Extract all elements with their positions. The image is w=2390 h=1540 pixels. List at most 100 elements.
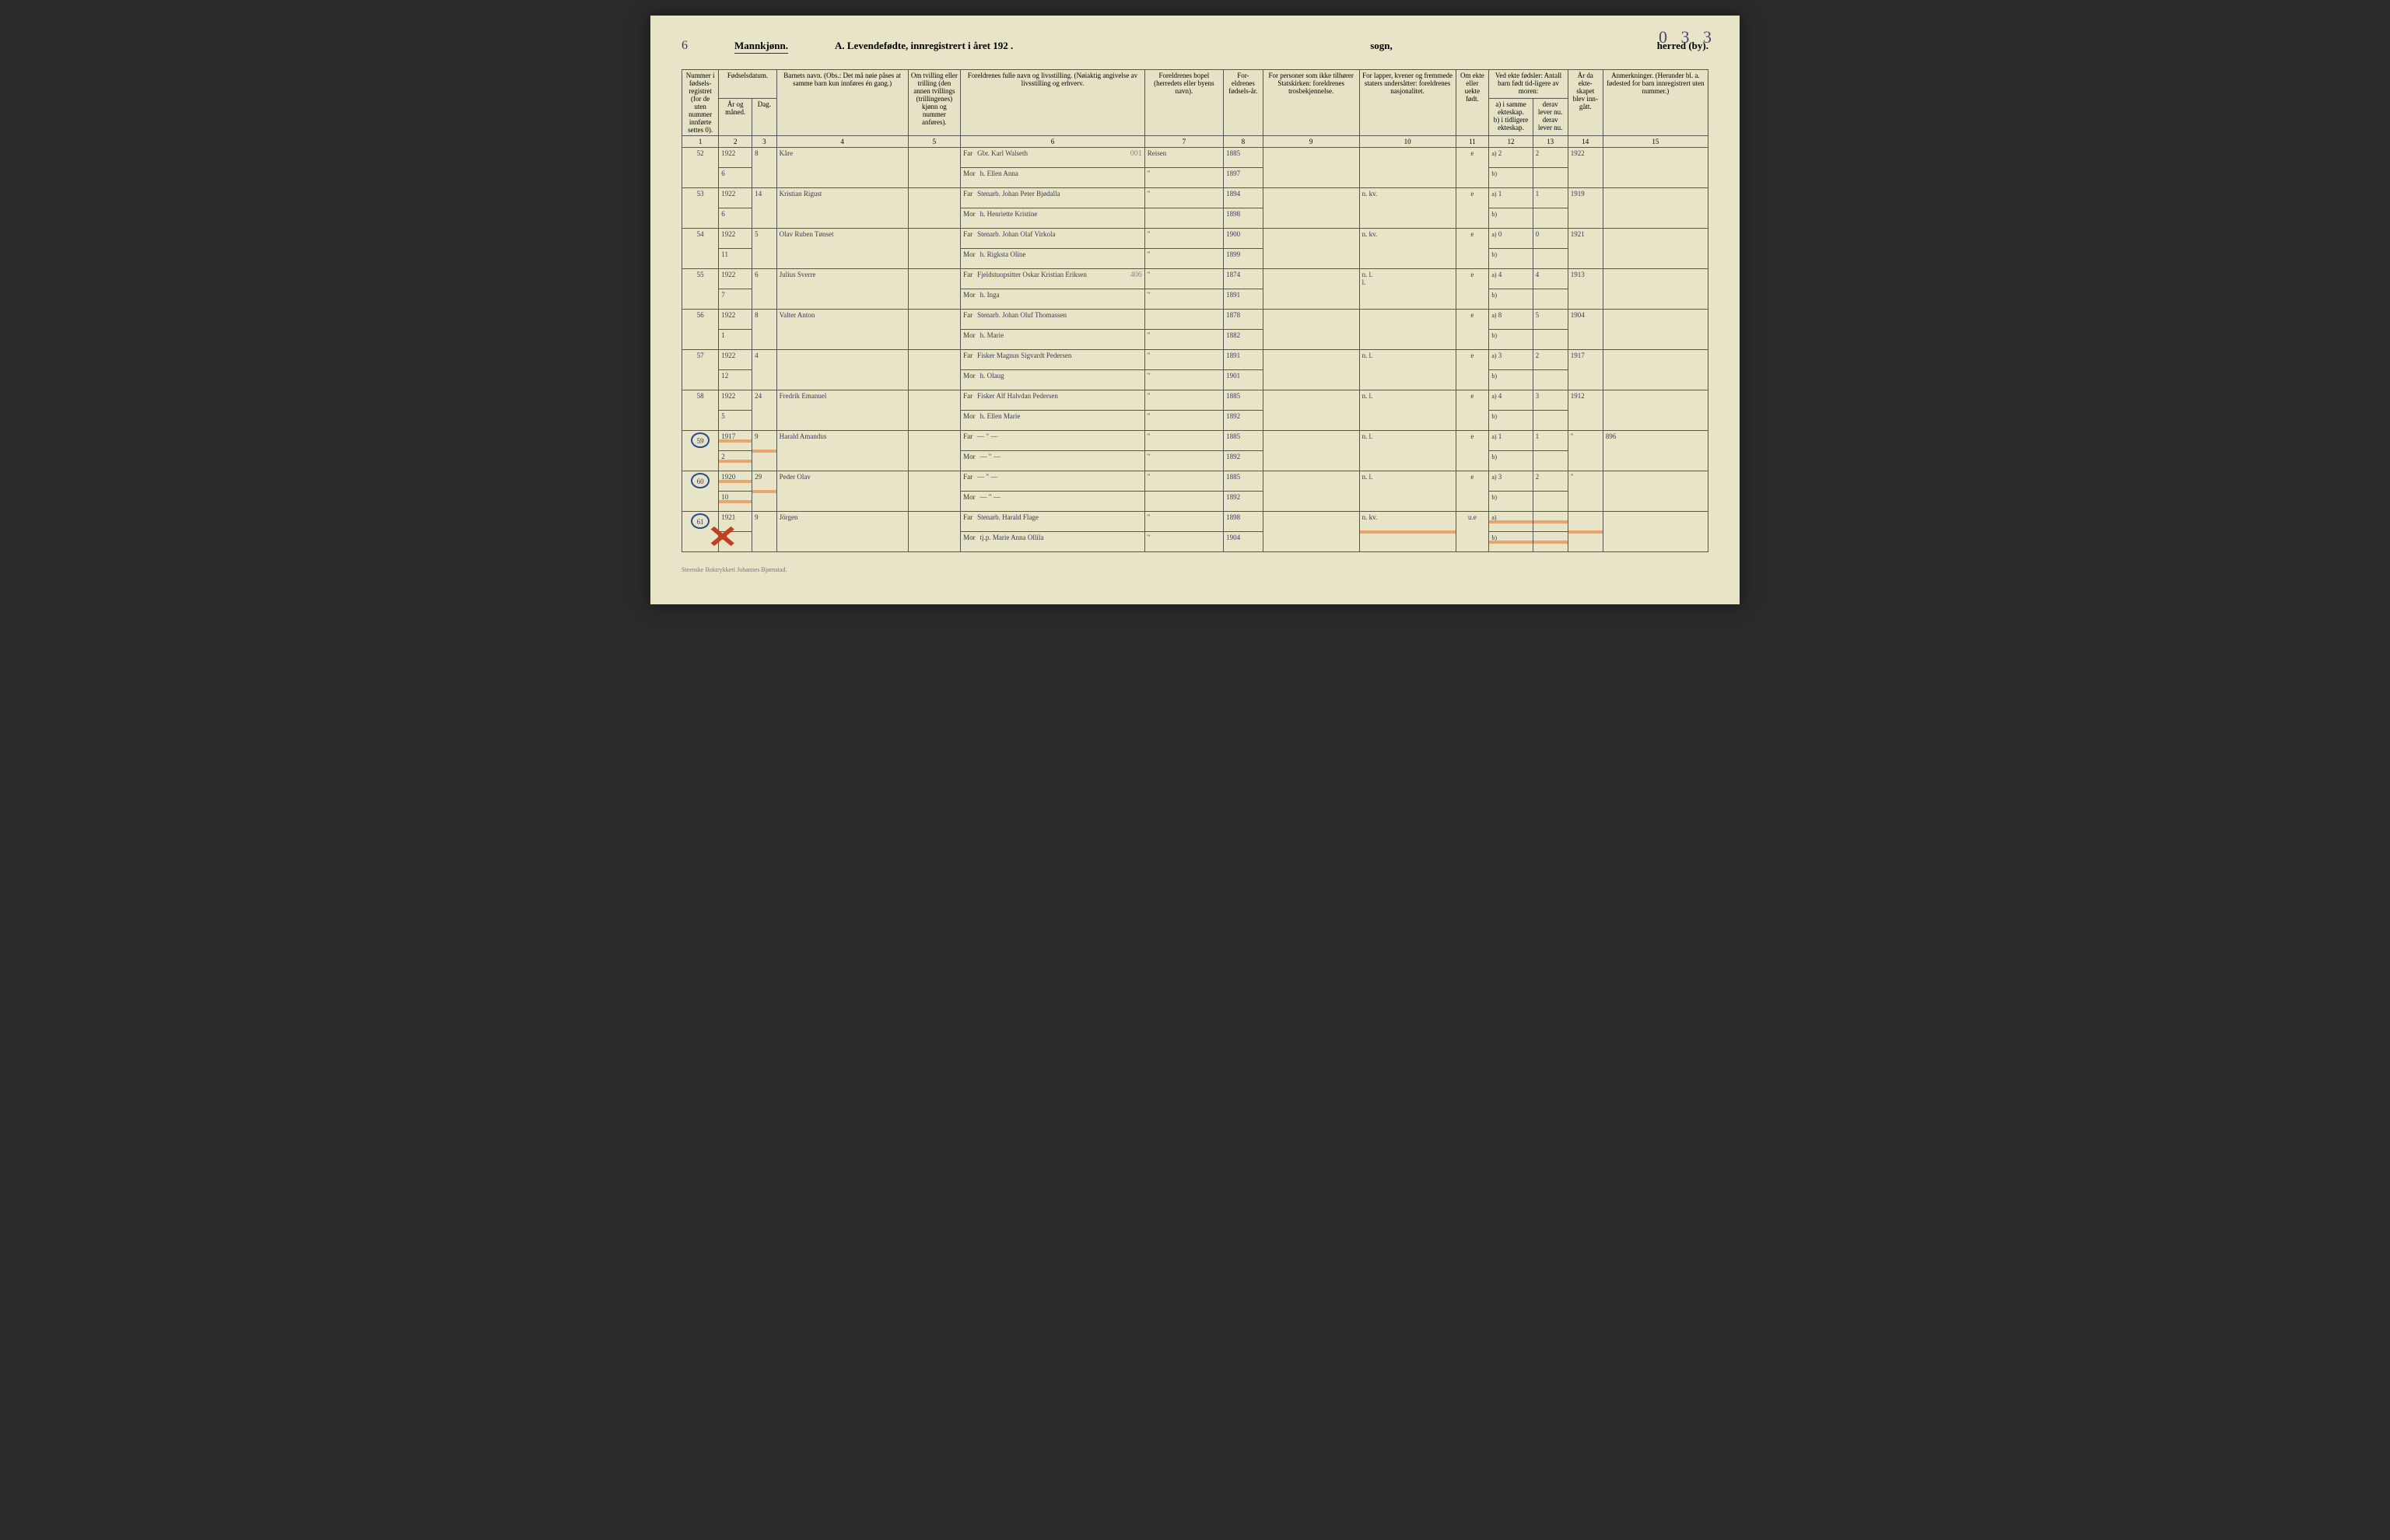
column-number: 8	[1224, 136, 1263, 148]
father-birth-year: 1891	[1224, 350, 1263, 370]
religion	[1263, 390, 1359, 431]
father-birth-year: 1874	[1224, 269, 1263, 289]
birth-year-month: 12	[719, 370, 752, 390]
column-number-row: 123456789101112131415	[682, 136, 1708, 148]
column-number: 3	[752, 136, 777, 148]
col-header: Om tvilling eller trilling (den annen tv…	[908, 70, 961, 136]
table-header: Nummer i fødsels-registret (for de uten …	[682, 70, 1708, 148]
remarks	[1603, 350, 1708, 390]
nationality	[1359, 148, 1456, 188]
column-number: 12	[1489, 136, 1533, 148]
twin-info	[908, 310, 961, 350]
col-sub: derav lever nu.	[1538, 116, 1563, 131]
nationality	[1359, 310, 1456, 350]
col-sub: a) i samme ekteskap.	[1495, 100, 1526, 116]
nationality: n. l.	[1359, 350, 1456, 390]
residence: "	[1144, 229, 1223, 249]
remarks	[1603, 390, 1708, 431]
birth-day: 4	[752, 350, 777, 390]
birth-year-month: 1922	[719, 148, 752, 168]
child-name: Kåre	[776, 148, 908, 188]
mother-birth-year: 1901	[1224, 370, 1263, 390]
nationality: n. kv.	[1359, 188, 1456, 229]
father-name: Far— " —	[961, 471, 1145, 492]
religion	[1263, 188, 1359, 229]
child-name: Julius Sverre	[776, 269, 908, 310]
column-number: 2	[719, 136, 752, 148]
column-number: 4	[776, 136, 908, 148]
alive-b	[1533, 249, 1568, 269]
birth-year-month: 6	[719, 208, 752, 229]
residence: "	[1144, 512, 1223, 532]
father-name: FarFisker Magnus Sigvardt Pedersen	[961, 350, 1145, 370]
mother-name: Mor— " —	[961, 492, 1145, 512]
alive-a: 5	[1533, 310, 1568, 330]
religion	[1263, 310, 1359, 350]
birth-year-month: 1922	[719, 269, 752, 289]
birth-year-month: 1922	[719, 188, 752, 208]
residence: Reisen	[1144, 148, 1223, 168]
child-name: Valter Anton	[776, 310, 908, 350]
residence: "	[1144, 451, 1223, 471]
marriage-year	[1568, 512, 1603, 552]
birth-day: 9	[752, 431, 777, 471]
legitimate: e	[1456, 148, 1489, 188]
col-header: derav lever nu. derav lever nu.	[1533, 99, 1568, 136]
religion	[1263, 471, 1359, 512]
birth-day: 5	[752, 229, 777, 269]
table-row: 58192224Fredrik EmanuelFarFisker Alf Hal…	[682, 390, 1708, 411]
birth-year-month: 1922	[719, 310, 752, 330]
marriage-year: "	[1568, 431, 1603, 471]
col-sub: b) i tidligere ekteskap.	[1494, 116, 1529, 131]
prev-children-a: a) 3	[1489, 350, 1533, 370]
father-name: FarFisker Alf Halvdan Pedersen	[961, 390, 1145, 411]
row-number: 52	[682, 148, 719, 188]
birth-day: 24	[752, 390, 777, 431]
remarks	[1603, 229, 1708, 269]
father-name: FarFjeldstuopsitter Oskar Kristian Eriks…	[961, 269, 1145, 289]
prev-children-b: b)	[1489, 330, 1533, 350]
prev-children-a: a) 0	[1489, 229, 1533, 249]
legitimate: e	[1456, 229, 1489, 269]
residence: "	[1144, 249, 1223, 269]
column-number: 6	[961, 136, 1145, 148]
alive-a: 1	[1533, 431, 1568, 451]
prev-children-b: b)	[1489, 532, 1533, 552]
child-name: Kristian Rigust	[776, 188, 908, 229]
marriage-year: "	[1568, 471, 1603, 512]
sogn-label: sogn,	[1370, 40, 1393, 52]
mother-birth-year: 1899	[1224, 249, 1263, 269]
father-birth-year: 1900	[1224, 229, 1263, 249]
col-header: Om ekte eller uekte født.	[1456, 70, 1489, 136]
birth-year-month: 2	[719, 451, 752, 471]
father-name: FarGbr. Karl Walseth001	[961, 148, 1145, 168]
residence: "	[1144, 431, 1223, 451]
birth-year-month: 1922	[719, 390, 752, 411]
father-birth-year: 1894	[1224, 188, 1263, 208]
mother-birth-year: 1892	[1224, 451, 1263, 471]
twin-info	[908, 350, 961, 390]
marriage-year: 1917	[1568, 350, 1603, 390]
religion	[1263, 350, 1359, 390]
birth-year-month: 1917	[719, 431, 752, 451]
column-number: 15	[1603, 136, 1708, 148]
legitimate: e	[1456, 471, 1489, 512]
birth-day: 8	[752, 310, 777, 350]
birth-year-month: 1	[719, 330, 752, 350]
residence	[1144, 310, 1223, 330]
legitimate: e	[1456, 390, 1489, 431]
remarks	[1603, 188, 1708, 229]
alive-a: 2	[1533, 471, 1568, 492]
marriage-year: 1904	[1568, 310, 1603, 350]
remarks: 896	[1603, 431, 1708, 471]
remarks	[1603, 471, 1708, 512]
legitimate: u.e	[1456, 512, 1489, 552]
prev-children-a: a) 1	[1489, 188, 1533, 208]
child-name: Olav Ruben Tønset	[776, 229, 908, 269]
nationality: n. kv.	[1359, 512, 1456, 552]
birth-year-month: 1922	[719, 229, 752, 249]
religion	[1263, 512, 1359, 552]
legitimate: e	[1456, 350, 1489, 390]
column-number: 13	[1533, 136, 1568, 148]
col-header: Anmerkninger. (Herunder bl. a. fødested …	[1603, 70, 1708, 136]
